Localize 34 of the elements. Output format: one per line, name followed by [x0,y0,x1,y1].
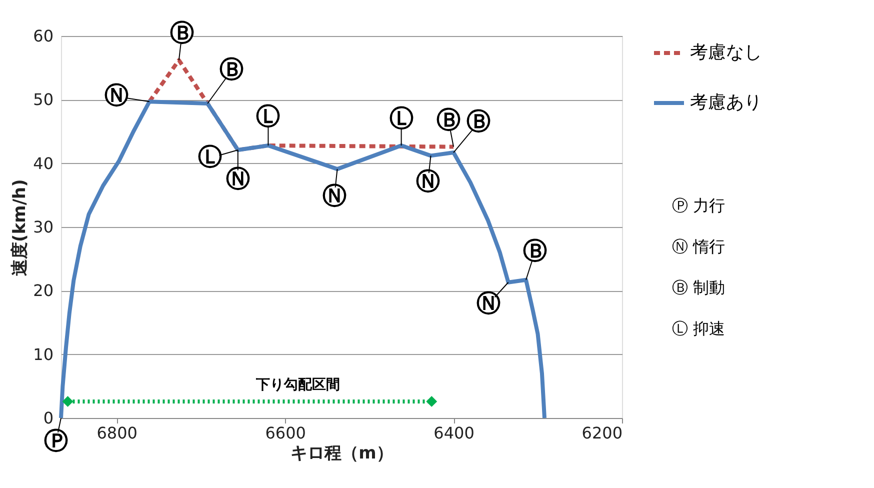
annotation: Ⓑ [436,106,461,134]
annotation: Ⓑ [522,236,547,265]
x-tick-label: 6200 [582,424,622,442]
legend-label: 考慮なし [690,42,762,63]
annotation: Ⓑ [466,108,491,136]
annotation: Ⓛ [198,142,222,171]
legend-label: 考慮あり [690,92,762,113]
text: Ⓑ 制動 [672,278,726,297]
y-tick-label: 50 [33,90,54,110]
x-tick-label: 6600 [265,424,306,442]
text: Ⓛ 抑速 [672,319,726,338]
annotation: Ⓛ [256,102,280,131]
text: Ⓟ 力行 [672,196,726,215]
text: Ⓝ 惰行 [672,237,726,256]
y-tick-label: 60 [33,26,54,46]
x-tick-label: 6400 [434,424,474,442]
annotation: Ⓛ [389,104,414,133]
annotation: Ⓝ [322,182,346,210]
annotation: Ⓑ [220,55,244,84]
annotation: Ⓝ [104,82,128,110]
x-axis-title: キロ程（m） [290,444,394,464]
y-tick-label: 40 [33,154,54,173]
y-axis-title: 速度(km/h) [10,179,30,276]
y-tick-label: 10 [33,344,54,364]
x-tick-label: 6800 [96,424,138,442]
annotation: Ⓟ [44,427,68,455]
y-tick-label: 30 [33,218,54,236]
annotation: 下り勾配区間 [255,377,340,393]
annotation: Ⓝ [476,289,500,318]
annotation: Ⓑ [170,19,194,48]
annotation: Ⓝ [416,168,440,196]
y-tick-label: 20 [33,281,54,300]
annotation: Ⓝ [226,164,250,193]
y-tick-label: 0 [43,408,54,428]
